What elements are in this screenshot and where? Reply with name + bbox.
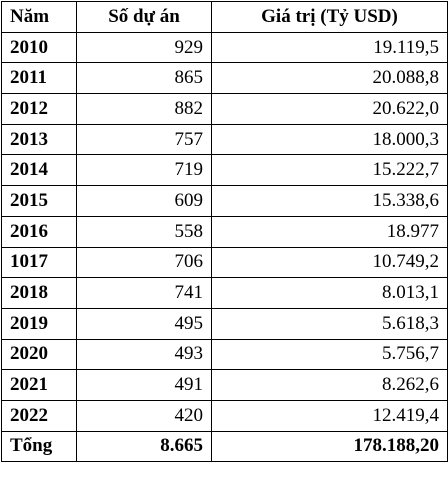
- table-cell: Tổng: [1, 430, 77, 463]
- table-cell: 8.013,1: [211, 277, 448, 309]
- table-row: 2022 420 12.419,4: [1, 399, 448, 432]
- table-cell: 12.419,4: [211, 399, 448, 432]
- table-row: Năm Số dự án Giá trị (Tỷ USD): [1, 1, 448, 33]
- table-row: 1017 706 10.749,2: [1, 246, 448, 279]
- table-cell: 2016: [1, 215, 77, 248]
- table-row: 2020 493 5.756,7: [1, 338, 448, 371]
- table-cell: 491: [76, 369, 212, 401]
- table-cell: 865: [76, 62, 212, 95]
- table-cell: 2020: [1, 338, 77, 371]
- table-cell: 15.338,6: [211, 185, 448, 217]
- table-cell: 20.622,0: [211, 93, 448, 125]
- table-cell: 493: [76, 338, 212, 371]
- table-cell: 8.665: [76, 430, 212, 463]
- table-cell: 558: [76, 215, 212, 248]
- table-row: 2021 491 8.262,6: [1, 369, 448, 401]
- table-row: 2016 558 18.977: [1, 215, 448, 248]
- table-cell: 18.977: [211, 215, 448, 248]
- table-cell: 20.088,8: [211, 62, 448, 95]
- table-cell: 706: [76, 246, 212, 279]
- table-cell: 609: [76, 185, 212, 217]
- table-body: Năm Số dự án Giá trị (Tỷ USD) 2010 929 19.119…: [1, 1, 448, 463]
- table-cell: 2010: [1, 31, 77, 64]
- table-cell: 2022: [1, 399, 77, 432]
- table-row: 2014 719 15.222,7: [1, 154, 448, 187]
- table-cell: 2015: [1, 185, 77, 217]
- table-cell: 5.756,7: [211, 338, 448, 371]
- table-cell: 2011: [1, 62, 77, 95]
- table-row: 2012 882 20.622,0: [1, 93, 448, 125]
- table-cell: 2012: [1, 93, 77, 125]
- table-cell: 5.618,3: [211, 307, 448, 340]
- table-cell: 420: [76, 399, 212, 432]
- table-cell: 2018: [1, 277, 77, 309]
- table-cell: 929: [76, 31, 212, 64]
- table-row: 2010 929 19.119,5: [1, 31, 448, 64]
- table-cell: 8.262,6: [211, 369, 448, 401]
- table-cell: 741: [76, 277, 212, 309]
- table-cell: Số dự án: [76, 1, 212, 33]
- table-cell: 18.000,3: [211, 123, 448, 156]
- table-cell: 495: [76, 307, 212, 340]
- table-cell: 178.188,20: [211, 430, 448, 463]
- table-cell: 2013: [1, 123, 77, 156]
- table-cell: 10.749,2: [211, 246, 448, 279]
- table-cell: 2021: [1, 369, 77, 401]
- table-cell: Giá trị (Tỷ USD): [211, 1, 448, 33]
- table-cell: 1017: [1, 246, 77, 279]
- table-row: 2019 495 5.618,3: [1, 307, 448, 340]
- table-cell: 719: [76, 154, 212, 187]
- table-cell: 2014: [1, 154, 77, 187]
- table-row: Tổng 8.665 178.188,20: [1, 430, 448, 463]
- table-row: 2015 609 15.338,6: [1, 185, 448, 217]
- table-cell: 757: [76, 123, 212, 156]
- table-cell: 19.119,5: [211, 31, 448, 64]
- table-row: 2018 741 8.013,1: [1, 277, 448, 309]
- table-row: 2011 865 20.088,8: [1, 62, 448, 95]
- data-table: Năm Số dự án Giá trị (Tỷ USD) 2010 929 19.119…: [1, 1, 448, 463]
- table-row: 2013 757 18.000,3: [1, 123, 448, 156]
- table-cell: 2019: [1, 307, 77, 340]
- table-cell: 15.222,7: [211, 154, 448, 187]
- table-cell: 882: [76, 93, 212, 125]
- table-cell: Năm: [1, 1, 77, 33]
